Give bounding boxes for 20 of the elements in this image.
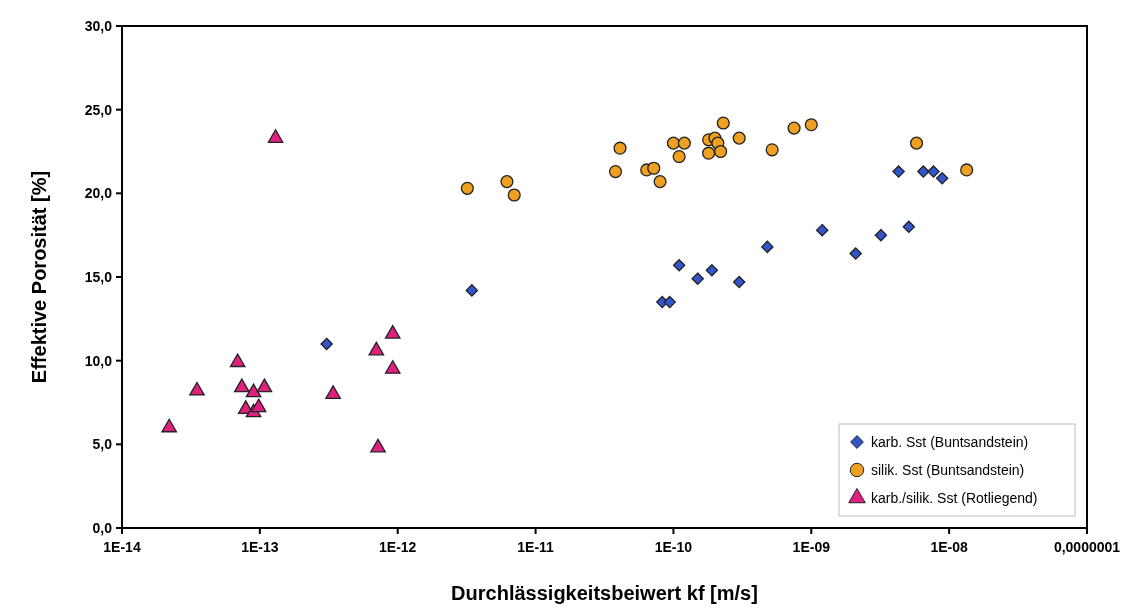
legend-label: karb./silik. Sst (Rotliegend): [871, 489, 1038, 506]
x-tick-label: 1E-11: [517, 539, 555, 555]
legend-label: karb. Sst (Buntsandstein): [871, 433, 1029, 450]
y-tick-label: 5,0: [92, 436, 113, 453]
x-tick-label: 0,0000001: [1053, 539, 1121, 555]
x-tick-label: 1E-13: [241, 539, 279, 555]
y-tick-label: 25,0: [84, 101, 113, 118]
x-tick-label: 1E-14: [103, 539, 141, 555]
y-axis-title: Effektive Porosität [%]: [28, 170, 50, 384]
x-tick-label: 1E-08: [930, 539, 969, 555]
y-tick-label: 15,0: [84, 268, 113, 285]
x-tick-label: 1E-10: [654, 539, 693, 555]
y-tick-label: 30,0: [84, 17, 113, 34]
y-tick-label: 10,0: [84, 352, 113, 369]
x-axis-title: Durchlässigkeitsbeiwert kf [m/s]: [451, 582, 758, 604]
y-tick-label: 20,0: [84, 185, 113, 202]
legend-label: silik. Sst (Buntsandstein): [871, 461, 1025, 478]
x-tick-label: 1E-09: [792, 539, 831, 555]
x-tick-label: 1E-12: [379, 539, 417, 555]
y-tick-label: 0,0: [92, 519, 113, 536]
